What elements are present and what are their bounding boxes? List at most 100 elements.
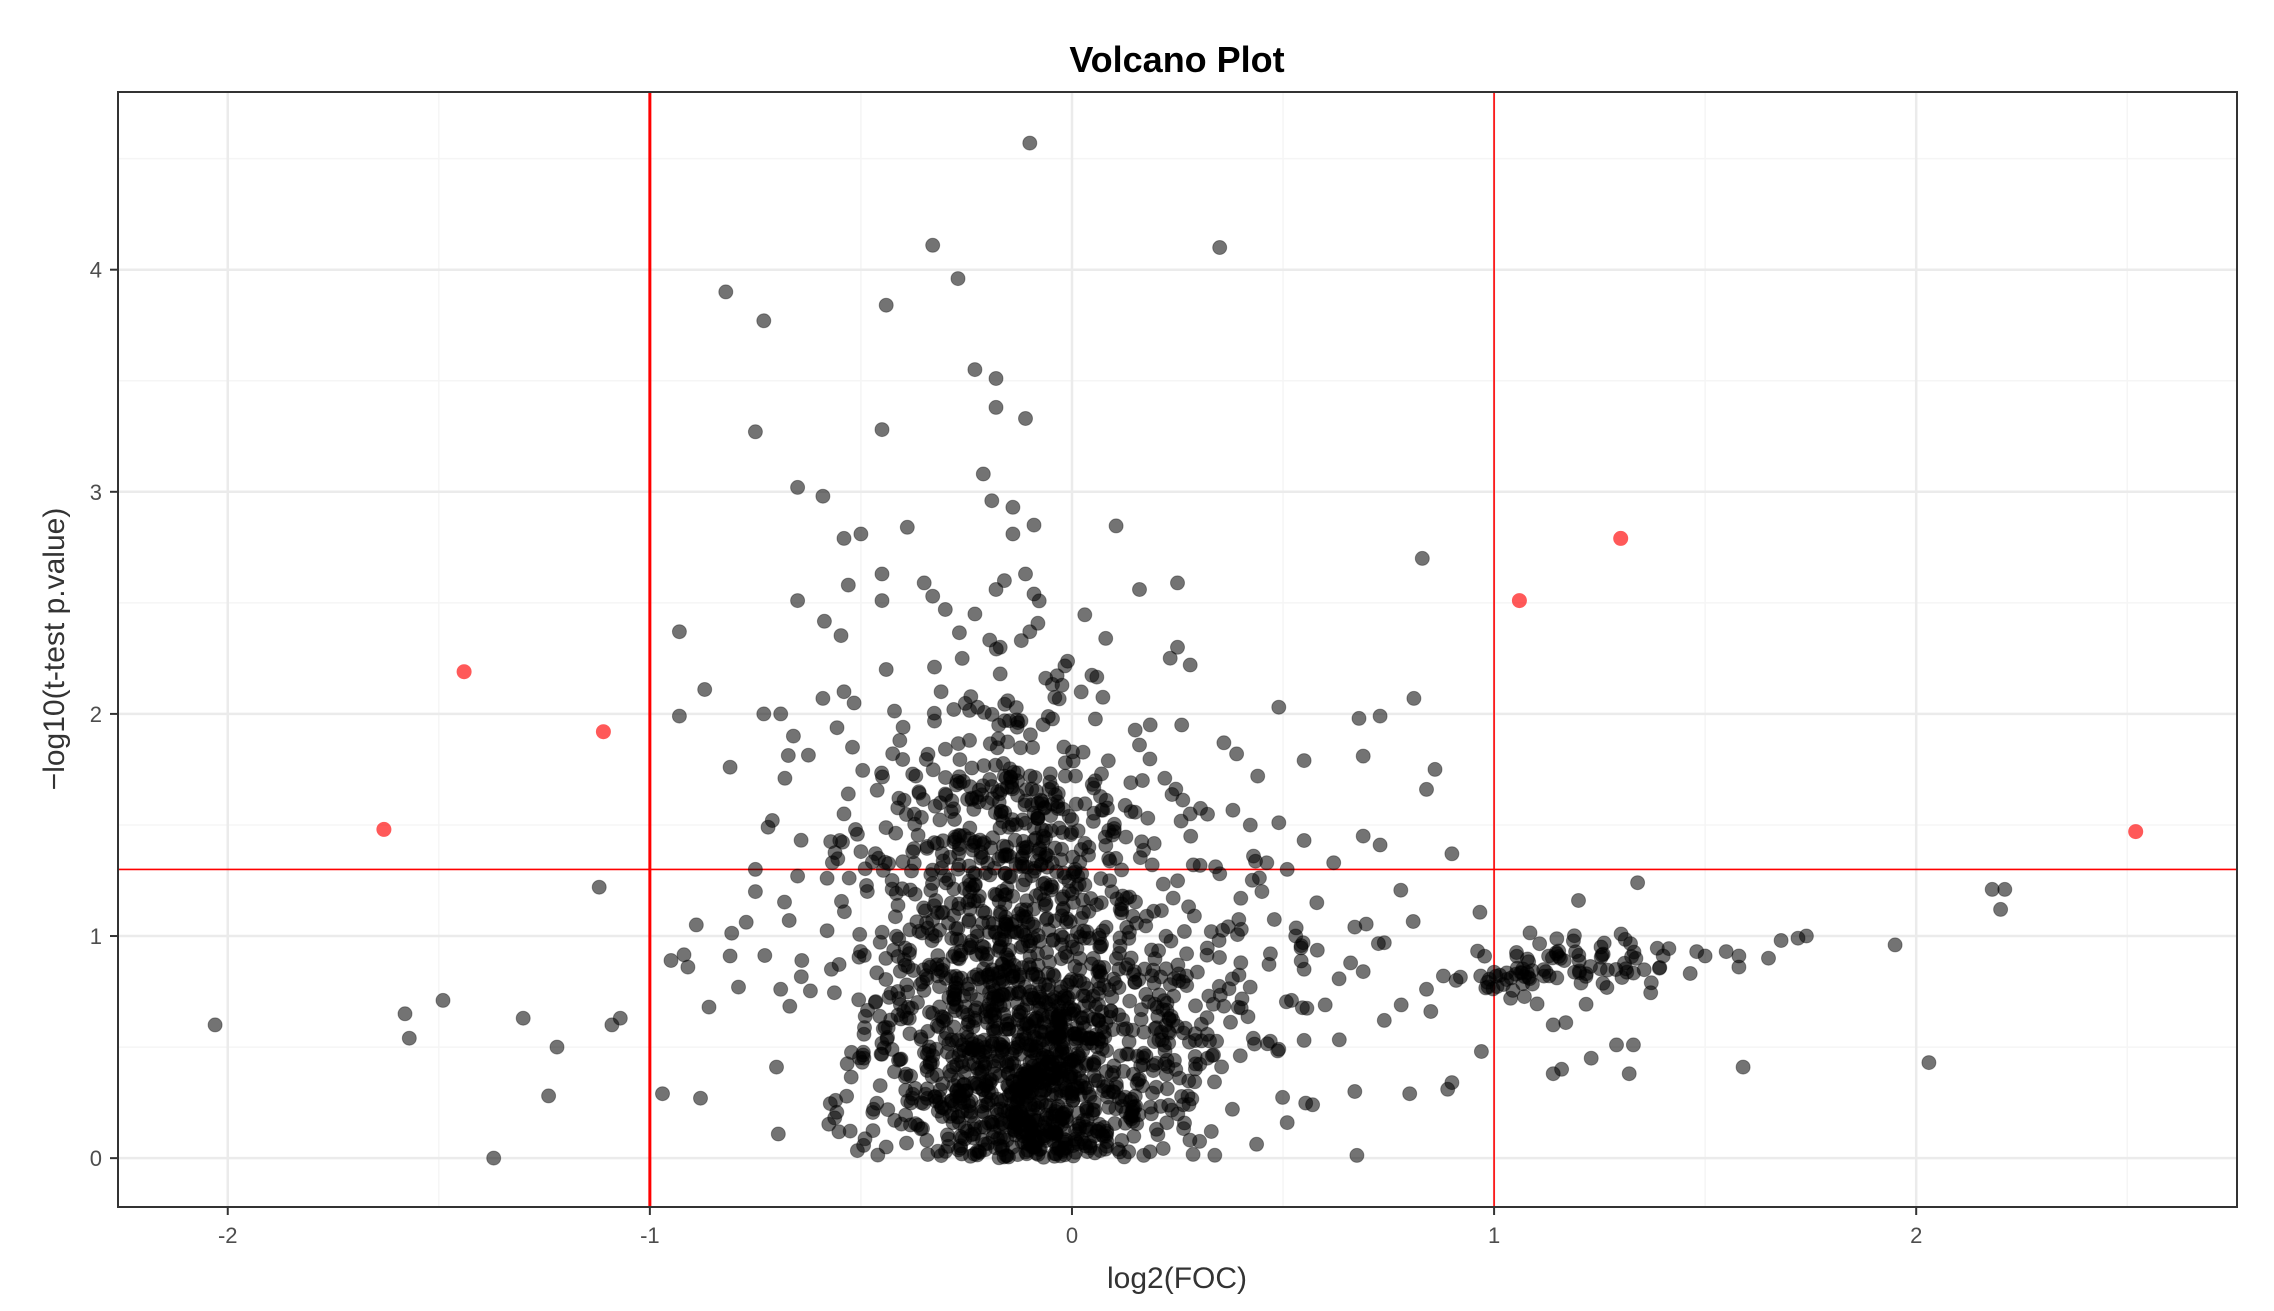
data-point	[1405, 914, 1421, 929]
data-point	[1249, 1136, 1265, 1152]
data-point	[1393, 997, 1409, 1013]
data-point	[1015, 833, 1031, 849]
y-tick-label: 0	[90, 1146, 102, 1171]
data-point	[1216, 735, 1232, 751]
data-point	[549, 1039, 565, 1055]
data-point	[1005, 499, 1021, 515]
data-point	[1132, 850, 1148, 866]
data-point	[1355, 964, 1371, 980]
data-point	[928, 928, 943, 944]
data-point	[802, 983, 818, 999]
data-point	[839, 1056, 855, 1072]
data-point	[1529, 996, 1545, 1012]
data-point	[942, 1063, 958, 1079]
data-point	[1402, 1086, 1418, 1102]
data-point	[1317, 997, 1333, 1013]
data-point	[1064, 825, 1080, 841]
data-point	[1165, 890, 1181, 906]
data-point	[1149, 1055, 1164, 1071]
data-point	[878, 972, 894, 987]
data-point	[976, 758, 992, 774]
data-point	[878, 662, 894, 677]
data-point	[892, 1052, 908, 1067]
data-point	[1185, 1146, 1201, 1162]
data-point	[1203, 924, 1219, 940]
data-point	[1176, 924, 1192, 939]
data-point	[954, 650, 970, 666]
data-point	[1081, 903, 1097, 919]
data-point	[951, 846, 967, 862]
data-point	[1048, 1029, 1064, 1045]
data-point	[853, 526, 869, 542]
data-point	[998, 770, 1014, 786]
data-point	[1532, 936, 1548, 952]
data-point	[1204, 1048, 1220, 1063]
data-point	[1376, 935, 1392, 951]
data-point	[881, 989, 897, 1005]
data-point	[541, 1088, 557, 1104]
y-tick-label: 1	[90, 924, 102, 949]
data-point	[1242, 817, 1258, 833]
data-point	[948, 777, 964, 793]
data-point	[1305, 1097, 1321, 1113]
data-point	[1275, 1089, 1291, 1105]
data-point	[1022, 727, 1038, 743]
data-point	[1296, 961, 1312, 977]
data-point	[943, 895, 959, 911]
data-point	[1293, 940, 1309, 956]
data-point	[878, 1139, 894, 1155]
data-point	[1065, 744, 1080, 760]
data-point	[1123, 775, 1139, 791]
data-point	[1001, 986, 1017, 1002]
data-point	[1058, 1132, 1074, 1148]
data-point	[1419, 981, 1434, 997]
data-point	[1063, 1066, 1079, 1082]
data-point	[1121, 924, 1137, 940]
data-point	[845, 739, 860, 755]
data-point	[1145, 1085, 1160, 1101]
data-point	[869, 782, 885, 798]
data-point	[836, 530, 852, 546]
data-point	[1296, 753, 1312, 769]
data-point	[1175, 974, 1191, 990]
data-point	[1229, 746, 1245, 762]
y-tick-label: 4	[90, 258, 102, 283]
data-point	[1005, 781, 1020, 797]
data-point	[1168, 781, 1184, 797]
data-point	[892, 733, 908, 748]
data-point	[925, 237, 941, 253]
data-point	[1093, 968, 1109, 984]
data-point	[874, 593, 890, 609]
data-point	[1187, 1061, 1203, 1077]
data-point	[1016, 1017, 1032, 1032]
data-point	[926, 705, 942, 721]
data-point	[1079, 1101, 1095, 1117]
data-point	[853, 944, 868, 959]
data-point	[756, 313, 772, 329]
data-point	[988, 399, 1004, 415]
significant-points	[376, 530, 2144, 840]
data-point	[859, 878, 874, 893]
data-point	[891, 790, 907, 806]
data-point	[919, 839, 935, 854]
data-point	[946, 702, 962, 717]
data-point	[925, 762, 941, 778]
data-point	[856, 1026, 872, 1042]
data-point	[1139, 908, 1155, 924]
data-point	[1440, 1081, 1456, 1097]
data-point	[1148, 1020, 1164, 1036]
data-point	[1609, 1037, 1624, 1053]
data-point	[1026, 901, 1042, 917]
data-point	[1037, 850, 1053, 866]
data-point	[1077, 930, 1093, 946]
data-point	[671, 708, 687, 724]
data-point	[984, 779, 1000, 794]
data-point	[1002, 713, 1017, 729]
data-point	[1887, 937, 1903, 953]
significant-point	[1613, 530, 1629, 546]
data-point	[1108, 518, 1124, 534]
data-point	[790, 593, 806, 609]
data-point	[900, 959, 916, 975]
data-point	[1073, 684, 1089, 700]
data-point	[1074, 866, 1090, 882]
